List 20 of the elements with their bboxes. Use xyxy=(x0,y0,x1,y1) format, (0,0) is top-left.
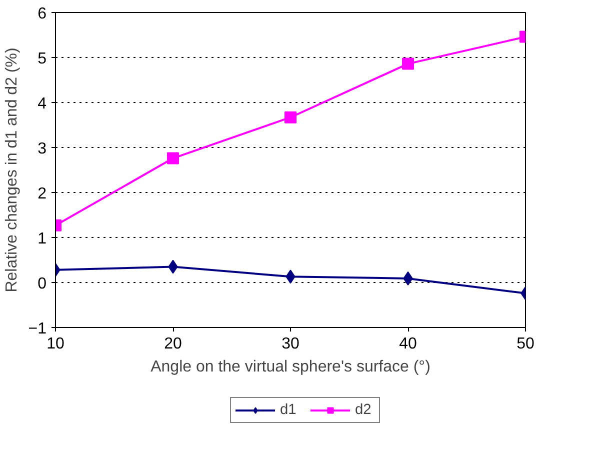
x-tick-label: 40 xyxy=(399,336,417,352)
x-tick-label: 30 xyxy=(282,336,300,352)
legend-label: d1 xyxy=(280,402,298,418)
y-tick-label: 3 xyxy=(38,140,47,158)
x-tick-label: 20 xyxy=(164,336,182,352)
y-tick-label: 4 xyxy=(38,96,47,112)
x-axis-title: Angle on the virtual sphere's surface (°) xyxy=(150,358,430,376)
point xyxy=(402,58,414,70)
y-tick-label: −1 xyxy=(28,320,47,338)
y-tick-label: 2 xyxy=(38,186,47,202)
y-axis-title: Relative changes in d1 and d2 (%) xyxy=(3,48,20,292)
point xyxy=(167,152,179,164)
legend-label: d2 xyxy=(355,402,372,418)
y-tick-label: 5 xyxy=(38,50,47,68)
y-tick-label: 6 xyxy=(38,6,47,22)
x-tick-label: 50 xyxy=(516,336,534,352)
point xyxy=(284,111,296,124)
y-tick-label: 1 xyxy=(38,230,47,248)
y-tick-label: 0 xyxy=(38,276,47,292)
x-tick-label: 10 xyxy=(46,336,64,352)
